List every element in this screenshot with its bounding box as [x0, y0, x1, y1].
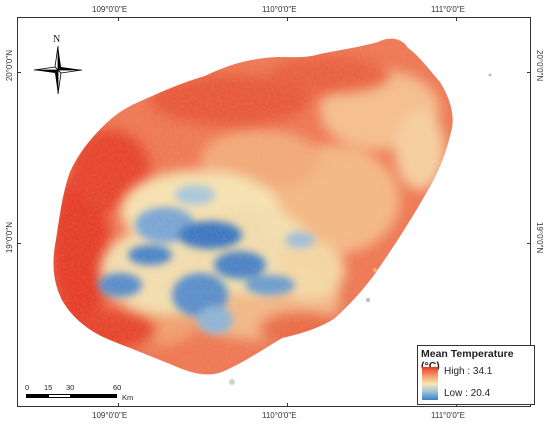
top-tick-mark	[118, 17, 119, 21]
legend-color-ramp	[422, 367, 438, 400]
right-tick-mark	[527, 72, 531, 73]
top-tick-mark	[456, 17, 457, 21]
top-tick-mark	[287, 17, 288, 21]
right-tick-label-20n: 20°0'0"N	[535, 50, 544, 82]
bottom-tick-label-111: 111°0'0"E	[431, 411, 465, 420]
bottom-tick-label-110: 110°0'0"E	[262, 411, 297, 420]
legend-low-label: Low : 20.4	[444, 388, 491, 399]
top-tick-label-109: 109°0'0"E	[92, 5, 128, 14]
left-tick-mark	[17, 243, 21, 244]
bottom-tick-mark	[456, 403, 457, 407]
compass-icon	[34, 46, 82, 94]
bottom-tick-mark	[287, 403, 288, 407]
scale-bar: 0 15 30 60 Km	[25, 383, 236, 407]
scale-segment	[48, 394, 71, 398]
scale-label-60: 60	[113, 383, 122, 392]
north-arrow-label: N	[53, 34, 61, 45]
scale-label-30: 30	[66, 383, 75, 392]
left-tick-mark	[17, 72, 21, 73]
top-tick-label-110: 110°0'0"E	[262, 5, 297, 14]
scale-unit: Km	[122, 393, 134, 402]
right-tick-mark	[527, 243, 531, 244]
scale-segment	[26, 394, 48, 398]
scale-label-0: 0	[25, 383, 30, 392]
scale-segment	[71, 394, 117, 398]
legend-high-label: High : 34.1	[444, 366, 493, 377]
top-tick-label-111: 111°0'0"E	[431, 5, 465, 14]
north-arrow: N	[34, 34, 82, 94]
scale-label-15: 15	[44, 383, 53, 392]
bottom-tick-mark	[118, 403, 119, 407]
legend: Mean Temperature (°C) High : 34.1 Low : …	[417, 345, 535, 405]
right-tick-label-19n: 19°0'0"N	[535, 222, 544, 254]
bottom-tick-label-109: 109°0'0"E	[92, 411, 128, 420]
